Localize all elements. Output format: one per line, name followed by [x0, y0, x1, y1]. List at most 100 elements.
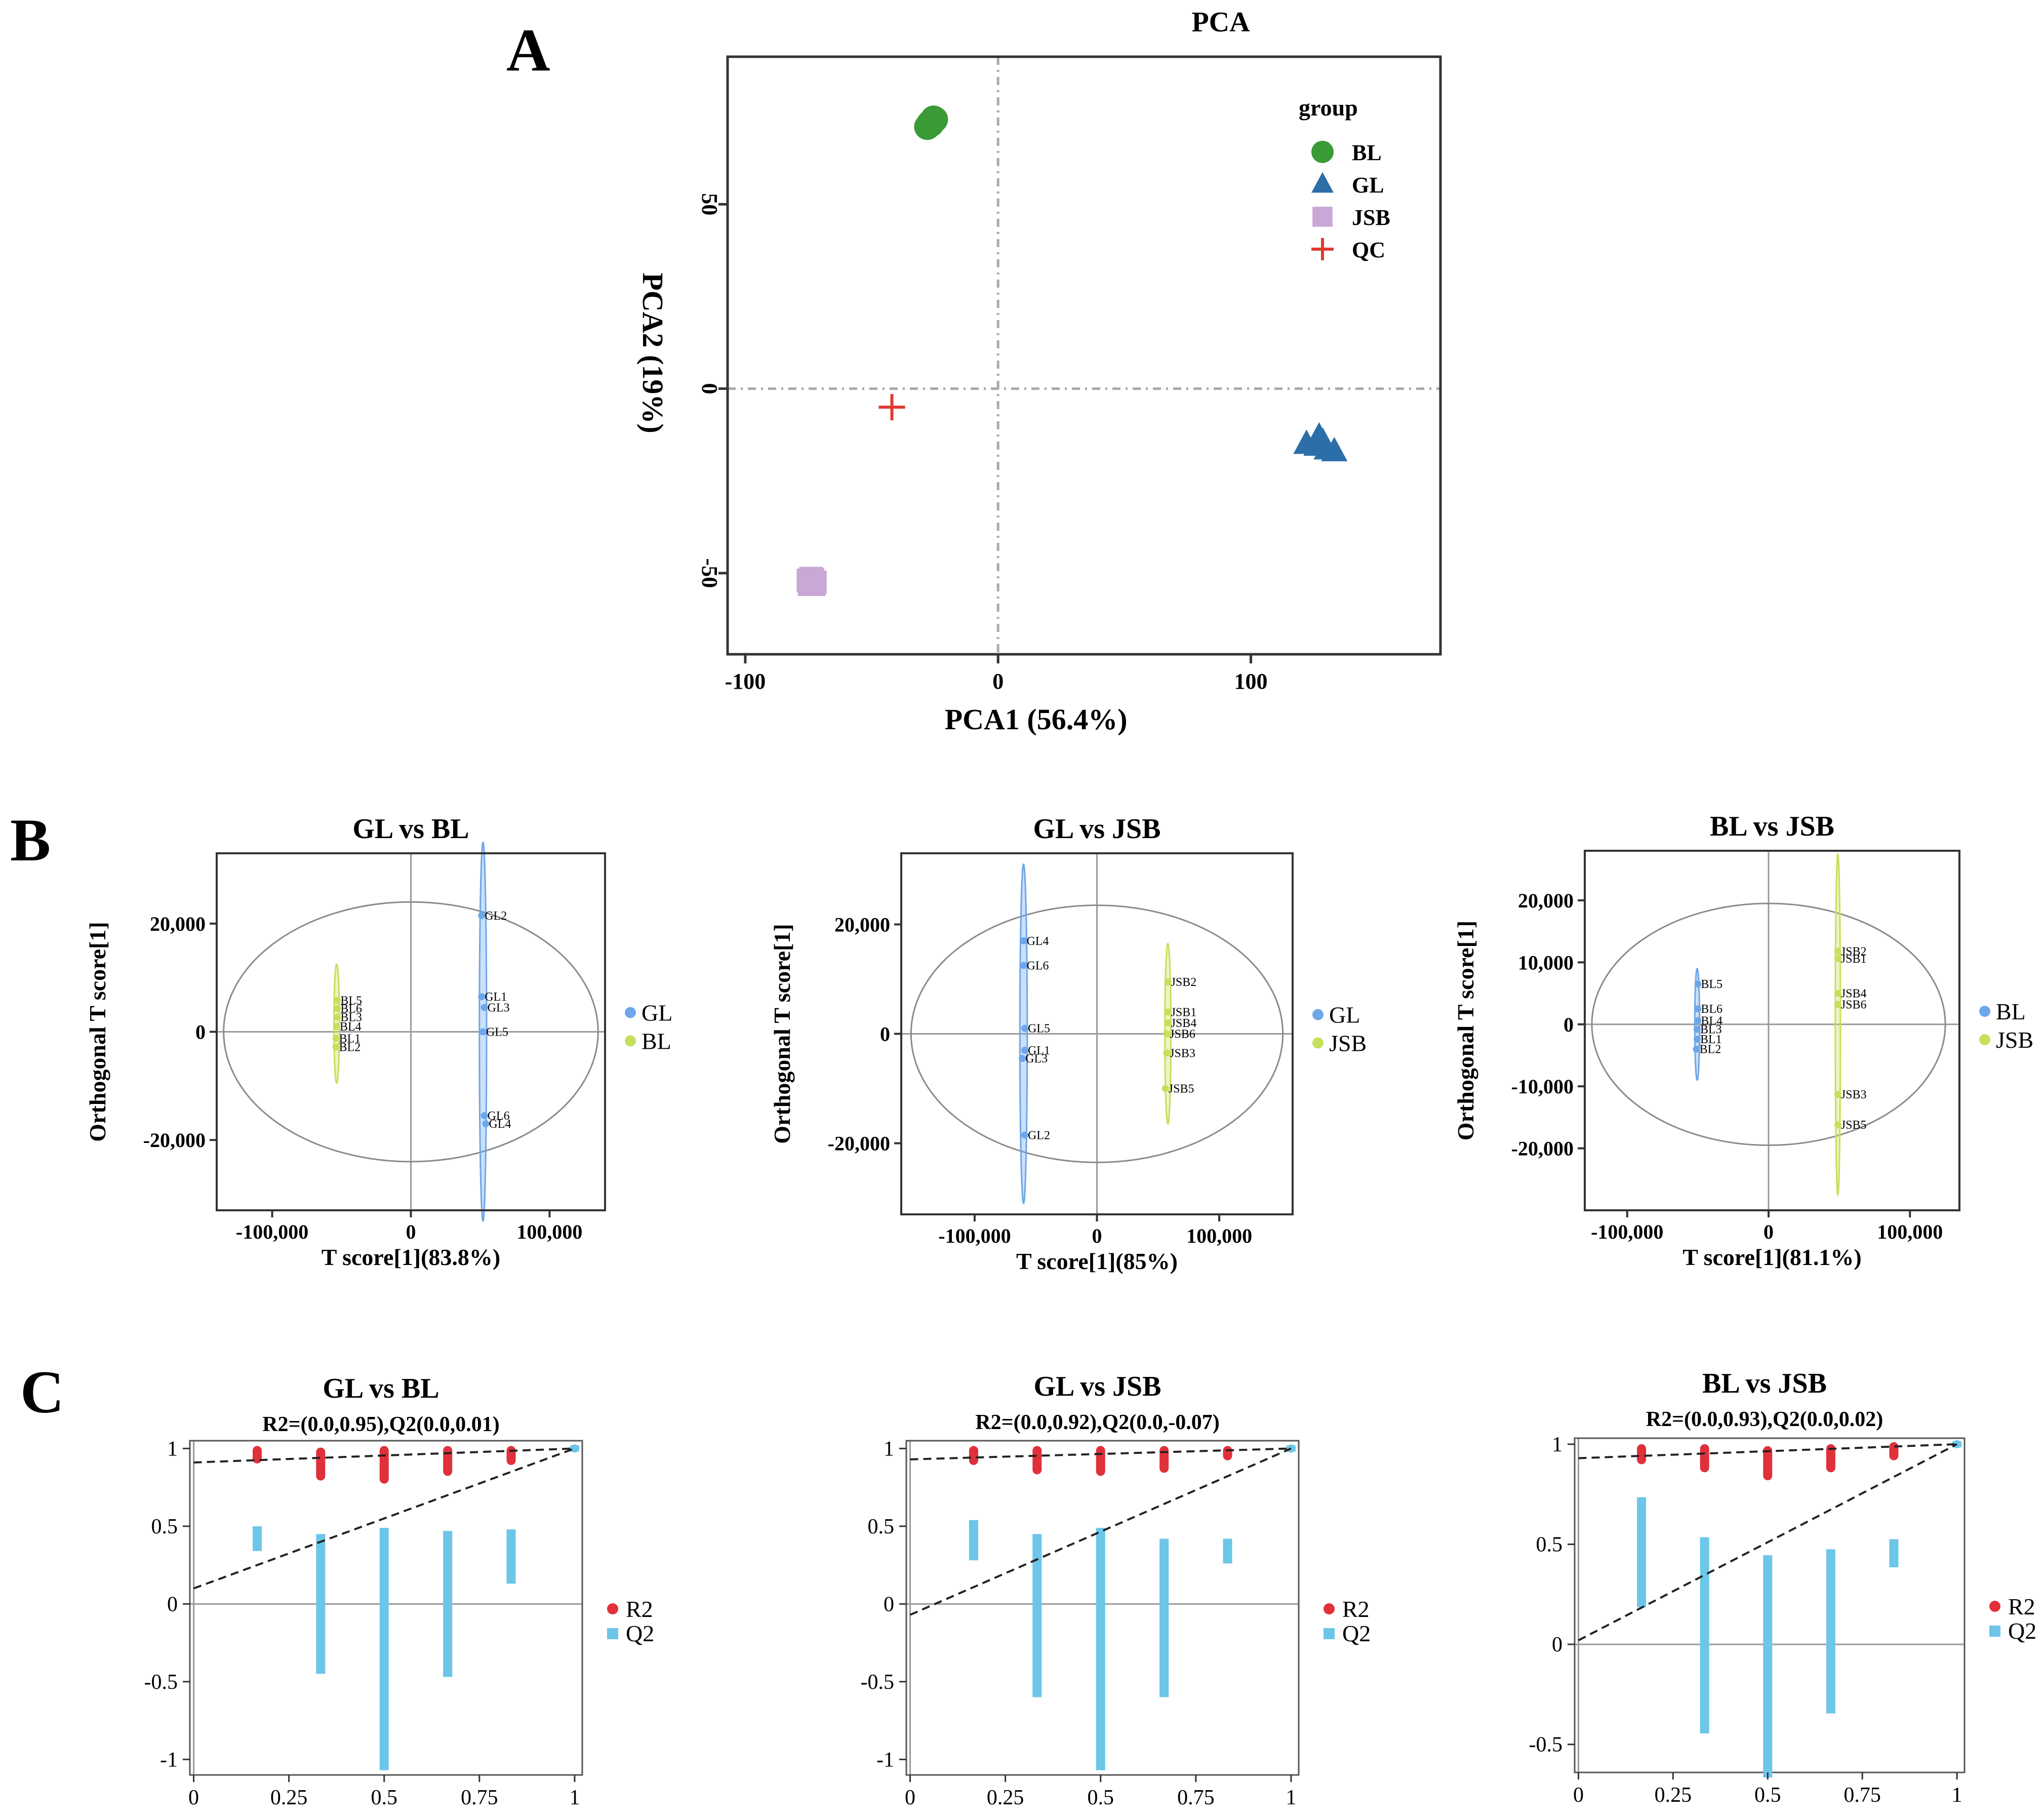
perm-xtick-label: 0.25 [270, 1786, 308, 1809]
opls-legend-key [1979, 1034, 1990, 1045]
opls-xtick-label: 100,000 [516, 1220, 582, 1243]
opls-point-label: JSB3 [1170, 1047, 1195, 1060]
perm-r2-point [443, 1446, 453, 1476]
opls-group-ellipse-gl [1019, 863, 1028, 1204]
perm-r2-point [506, 1446, 516, 1465]
opls-point-label: GL1 [485, 991, 507, 1004]
perm-title: GL vs JSB [1033, 1371, 1161, 1402]
opls-point [479, 1028, 487, 1036]
opls-point [1694, 1017, 1702, 1024]
perm-q2-point [1700, 1537, 1709, 1734]
perm-r2-point [316, 1447, 326, 1481]
opls-point [334, 1013, 341, 1021]
opls-point [1164, 978, 1172, 985]
opls-legend-key [1312, 1009, 1324, 1020]
perm-q2-point [1826, 1549, 1835, 1714]
perm-chart-2: GL vs JSB R2=(0.0,0.92),Q2(0.0,-0.07) 0 0.2… [861, 1371, 1371, 1809]
perm-r2-point [1826, 1444, 1835, 1473]
opls-point [1834, 1121, 1841, 1129]
opls-xlabel: T score[1](81.1%) [1682, 1244, 1861, 1270]
opls-point [334, 997, 341, 1004]
perm-q2-point [1032, 1534, 1042, 1697]
perm-r2-point [1223, 1446, 1232, 1460]
opls-legend-key [625, 1035, 636, 1047]
perm-ytick-label: -1 [876, 1748, 894, 1771]
perm-q2-point [1096, 1528, 1105, 1770]
opls-xtick-label: 100,000 [1186, 1224, 1252, 1247]
opls-ytick-label: 20,000 [834, 913, 890, 936]
opls-point-label: GL4 [1027, 935, 1049, 948]
perm-q2-point [506, 1529, 516, 1584]
opls-xtick-label: -100,000 [1591, 1220, 1663, 1243]
opls-xtick-label: 0 [1092, 1224, 1102, 1247]
opls-point-label: BL2 [339, 1041, 361, 1054]
opls-point [1020, 962, 1027, 969]
perm-q2-regression-line [909, 1447, 1292, 1616]
opls-hotelling-ellipse [1591, 902, 1946, 1146]
perm-r2-regression-line [1578, 1443, 1957, 1459]
perm-xtick-label: 1 [1952, 1784, 1962, 1807]
perm-legend-label-r2: R2 [2008, 1594, 2035, 1619]
perm-xtick-label: 0.25 [1655, 1784, 1692, 1807]
perm-legend-key-q2 [1324, 1628, 1335, 1639]
opls-point [1834, 1001, 1841, 1008]
perm-ytick-label: 1 [1552, 1433, 1562, 1456]
opls-ylabel: Orthogonal T score[1] [1453, 921, 1478, 1140]
pca-legend-label-jsb: JSB [1352, 205, 1390, 230]
perm-legend-label-r2: R2 [626, 1596, 653, 1622]
perm-q2-point [1637, 1497, 1647, 1608]
opls-hotelling-ellipse [910, 904, 1284, 1163]
pca-chart: PCA -100 0 100 -50 0 50 PCA1 (56.4%) PCA2 (19%) g… [636, 7, 1442, 736]
opls-ytick-label: -20,000 [143, 1129, 206, 1152]
opls-point-label: BL3 [340, 1011, 362, 1024]
perm-ytick-label: 0.5 [868, 1515, 895, 1538]
opls-point-label: JSB4 [1841, 987, 1867, 1001]
perm-legend-label-q2: Q2 [626, 1621, 654, 1646]
opls-point [332, 1043, 340, 1051]
opls-legend-label: GL [642, 1000, 672, 1026]
perm-ytick-label: 0 [1552, 1633, 1562, 1656]
opls-point-label: GL2 [1028, 1129, 1050, 1142]
opls-point-label: BL5 [1701, 978, 1722, 991]
perm-legend-label-q2: Q2 [2008, 1618, 2036, 1644]
opls-point-label: JSB6 [1841, 999, 1867, 1012]
perm-r2-regression-line [193, 1447, 575, 1464]
opls-point [333, 1022, 340, 1030]
pca-xlabel: PCA1 (56.4%) [945, 703, 1128, 736]
opls-frame [1584, 850, 1960, 1211]
opls-point [1694, 1005, 1702, 1013]
opls-legend-label: JSB [1329, 1031, 1367, 1056]
opls-point-label: GL6 [1027, 959, 1049, 972]
pca-legend-title: group [1299, 95, 1358, 121]
opls-point [480, 1112, 488, 1120]
perm-q2-point [969, 1520, 978, 1561]
perm-ytick-label: 0 [884, 1593, 894, 1616]
opls-point [1164, 1008, 1172, 1016]
perm-r2-point [1032, 1446, 1042, 1475]
perm-xtick-label: 0 [188, 1786, 199, 1809]
perm-xtick-label: 0.5 [371, 1786, 397, 1809]
perm-r2-point [379, 1446, 389, 1484]
opls-group-ellipse-jsb [1834, 853, 1841, 1196]
opls-point [1834, 947, 1841, 955]
perm-q2-point [443, 1531, 453, 1677]
pca-ytick-label: 0 [697, 383, 722, 394]
opls-point-label: JSB2 [1841, 945, 1867, 958]
pca-xtick-label: 100 [1234, 669, 1268, 694]
opls-point [1161, 1085, 1169, 1092]
opls-point-label: JSB5 [1169, 1083, 1194, 1096]
opls-title: GL vs JSB [1033, 813, 1160, 845]
opls-point-label: JSB1 [1171, 1006, 1197, 1019]
perm-legend-key-q2 [607, 1628, 618, 1639]
opls-ytick-label: 10,000 [1518, 951, 1574, 974]
pca-legend-label-bl: BL [1352, 140, 1382, 165]
opls-legend-key [1979, 1006, 1990, 1017]
opls-point-label: GL1 [1028, 1044, 1050, 1057]
opls-point-label: GL4 [489, 1118, 511, 1131]
perm-ytick-label: -1 [160, 1748, 178, 1771]
pca-legend-key-jsb [1312, 207, 1333, 227]
perm-title: BL vs JSB [1702, 1368, 1827, 1399]
opls-xtick-label: -100,000 [938, 1224, 1011, 1247]
opls-point-label: BL4 [340, 1020, 362, 1034]
opls-point [1163, 1030, 1171, 1038]
